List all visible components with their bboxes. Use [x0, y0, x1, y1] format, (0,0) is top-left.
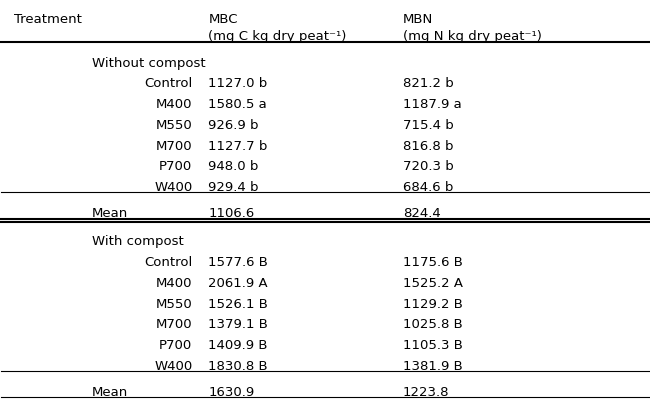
- Text: (mg N kg dry peat⁻¹): (mg N kg dry peat⁻¹): [402, 30, 541, 44]
- Text: 1105.3 B: 1105.3 B: [402, 339, 463, 352]
- Text: 1025.8 B: 1025.8 B: [402, 318, 462, 331]
- Text: 1830.8 B: 1830.8 B: [209, 360, 268, 372]
- Text: P700: P700: [159, 339, 192, 352]
- Text: 824.4: 824.4: [402, 207, 441, 220]
- Text: M550: M550: [155, 298, 192, 310]
- Text: 1580.5 a: 1580.5 a: [209, 98, 267, 111]
- Text: 1129.2 B: 1129.2 B: [402, 298, 463, 310]
- Text: Without compost: Without compost: [92, 57, 205, 70]
- Text: Mean: Mean: [92, 386, 128, 399]
- Text: 948.0 b: 948.0 b: [209, 160, 259, 173]
- Text: 1187.9 a: 1187.9 a: [402, 98, 462, 111]
- Text: M700: M700: [156, 140, 192, 152]
- Text: 720.3 b: 720.3 b: [402, 160, 454, 173]
- Text: Control: Control: [144, 256, 192, 269]
- Text: 1409.9 B: 1409.9 B: [209, 339, 268, 352]
- Text: 1526.1 B: 1526.1 B: [209, 298, 268, 310]
- Text: Treatment: Treatment: [14, 13, 82, 26]
- Text: 1577.6 B: 1577.6 B: [209, 256, 268, 269]
- Text: With compost: With compost: [92, 236, 184, 248]
- Text: 1106.6: 1106.6: [209, 207, 255, 220]
- Text: 1175.6 B: 1175.6 B: [402, 256, 463, 269]
- Text: 1525.2 A: 1525.2 A: [402, 277, 463, 290]
- Text: 1223.8: 1223.8: [402, 386, 449, 399]
- Text: 1127.7 b: 1127.7 b: [209, 140, 268, 152]
- Text: M400: M400: [156, 277, 192, 290]
- Text: 929.4 b: 929.4 b: [209, 181, 259, 194]
- Text: 1127.0 b: 1127.0 b: [209, 78, 268, 90]
- Text: MBC: MBC: [209, 13, 238, 26]
- Text: (mg C kg dry peat⁻¹): (mg C kg dry peat⁻¹): [209, 30, 347, 44]
- Text: W400: W400: [154, 360, 192, 372]
- Text: 821.2 b: 821.2 b: [402, 78, 454, 90]
- Text: MBN: MBN: [402, 13, 433, 26]
- Text: 1379.1 B: 1379.1 B: [209, 318, 268, 331]
- Text: 684.6 b: 684.6 b: [402, 181, 453, 194]
- Text: Mean: Mean: [92, 207, 128, 220]
- Text: M400: M400: [156, 98, 192, 111]
- Text: Control: Control: [144, 78, 192, 90]
- Text: W400: W400: [154, 181, 192, 194]
- Text: 1630.9: 1630.9: [209, 386, 255, 399]
- Text: P700: P700: [159, 160, 192, 173]
- Text: 1381.9 B: 1381.9 B: [402, 360, 462, 372]
- Text: M700: M700: [156, 318, 192, 331]
- Text: M550: M550: [155, 119, 192, 132]
- Text: 816.8 b: 816.8 b: [402, 140, 453, 152]
- Text: 926.9 b: 926.9 b: [209, 119, 259, 132]
- Text: 2061.9 A: 2061.9 A: [209, 277, 268, 290]
- Text: 715.4 b: 715.4 b: [402, 119, 454, 132]
